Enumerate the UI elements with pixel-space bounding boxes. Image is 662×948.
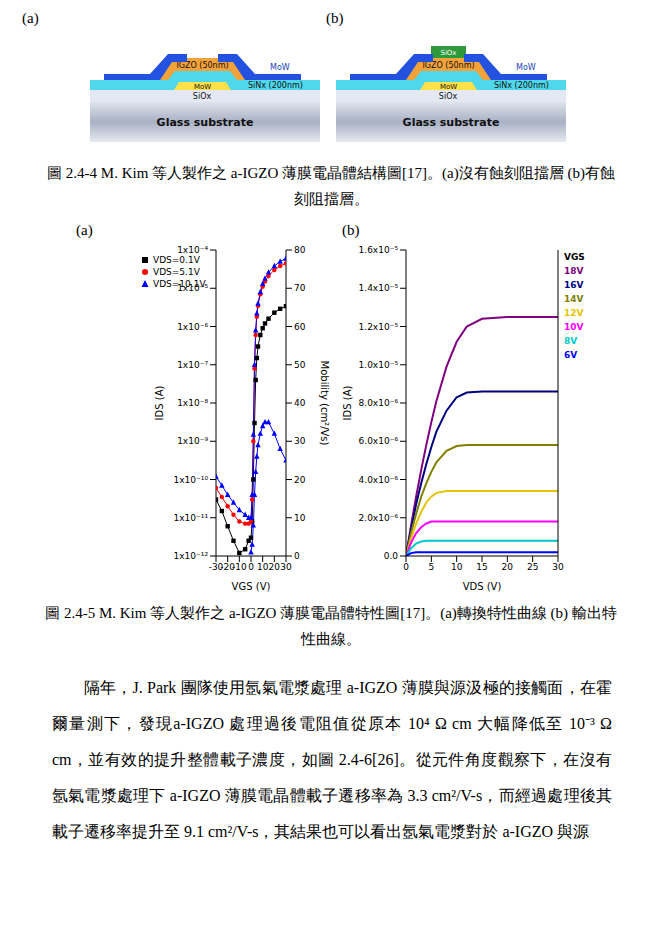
svg-text:IGZO (50nm): IGZO (50nm) (176, 61, 228, 70)
svg-text:MoW: MoW (270, 63, 290, 72)
svg-text:Glass substrate: Glass substrate (403, 116, 500, 129)
svg-text:VDS (V): VDS (V) (463, 581, 502, 592)
svg-text:SiNx (200nm): SiNx (200nm) (248, 81, 303, 90)
svg-text:10: 10 (294, 513, 306, 523)
svg-text:50: 50 (294, 360, 306, 370)
svg-text:0: 0 (248, 562, 254, 572)
svg-text:1.6x10⁻⁵: 1.6x10⁻⁵ (359, 245, 399, 255)
svg-text:MoW: MoW (194, 83, 211, 91)
svg-text:6.0x10⁻⁶: 6.0x10⁻⁶ (359, 436, 399, 446)
svg-text:1x10⁻¹¹: 1x10⁻¹¹ (174, 513, 209, 523)
svg-text:1x10⁻⁷: 1x10⁻⁷ (177, 360, 208, 370)
svg-text:20: 20 (269, 562, 281, 572)
svg-text:8.0x10⁻⁶: 8.0x10⁻⁶ (359, 398, 399, 408)
svg-text:1.0x10⁻⁵: 1.0x10⁻⁵ (359, 360, 399, 370)
svg-text:SiOx: SiOx (439, 92, 458, 101)
svg-text:30: 30 (552, 562, 564, 572)
svg-text:25: 25 (527, 562, 538, 572)
svg-text:5: 5 (428, 562, 434, 572)
svg-text:1x10⁻⁵: 1x10⁻⁵ (177, 283, 208, 293)
svg-text:30: 30 (280, 562, 292, 572)
svg-text:MoW: MoW (516, 63, 536, 72)
svg-text:IDS (A): IDS (A) (342, 385, 353, 420)
svg-text:1x10⁻¹⁰: 1x10⁻¹⁰ (174, 475, 209, 485)
svg-text:4.0x10⁻⁶: 4.0x10⁻⁶ (359, 475, 399, 485)
svg-text:20: 20 (294, 475, 306, 485)
svg-text:1x10⁻¹²: 1x10⁻¹² (174, 551, 209, 561)
svg-text:0: 0 (294, 551, 300, 561)
svg-text:Glass substrate: Glass substrate (157, 116, 254, 129)
svg-text:15: 15 (476, 562, 487, 572)
svg-text:1x10⁻⁶: 1x10⁻⁶ (177, 322, 208, 332)
svg-text:0.0: 0.0 (384, 551, 399, 561)
svg-text:60: 60 (294, 322, 306, 332)
svg-text:70: 70 (294, 283, 306, 293)
svg-text:SiOx: SiOx (193, 92, 212, 101)
svg-text:1x10⁻⁴: 1x10⁻⁴ (177, 245, 208, 255)
svg-text:10: 10 (451, 562, 463, 572)
svg-text:20: 20 (502, 562, 514, 572)
svg-text:MoW: MoW (440, 83, 457, 91)
svg-text:10: 10 (257, 562, 269, 572)
svg-text:IGZO (50nm): IGZO (50nm) (422, 61, 474, 70)
svg-text:0: 0 (403, 562, 409, 572)
svg-text:Mobility (cm²/Vs): Mobility (cm²/Vs) (319, 361, 330, 446)
svg-text:1x10⁻⁸: 1x10⁻⁸ (177, 398, 208, 408)
svg-text:40: 40 (294, 398, 306, 408)
svg-text:1.4x10⁻⁵: 1.4x10⁻⁵ (359, 283, 399, 293)
svg-text:IDS (A): IDS (A) (154, 385, 165, 420)
svg-text:1.2x10⁻⁵: 1.2x10⁻⁵ (359, 322, 399, 332)
svg-text:SiNx (200nm): SiNx (200nm) (494, 81, 549, 90)
svg-text:1x10⁻⁹: 1x10⁻⁹ (177, 436, 208, 446)
svg-text:-10: -10 (232, 562, 247, 572)
svg-text:VGS (V): VGS (V) (232, 581, 271, 592)
svg-text:SiOx: SiOx (440, 49, 456, 57)
svg-text:30: 30 (294, 436, 306, 446)
svg-text:80: 80 (294, 245, 306, 255)
svg-text:2.0x10⁻⁶: 2.0x10⁻⁶ (359, 513, 399, 523)
